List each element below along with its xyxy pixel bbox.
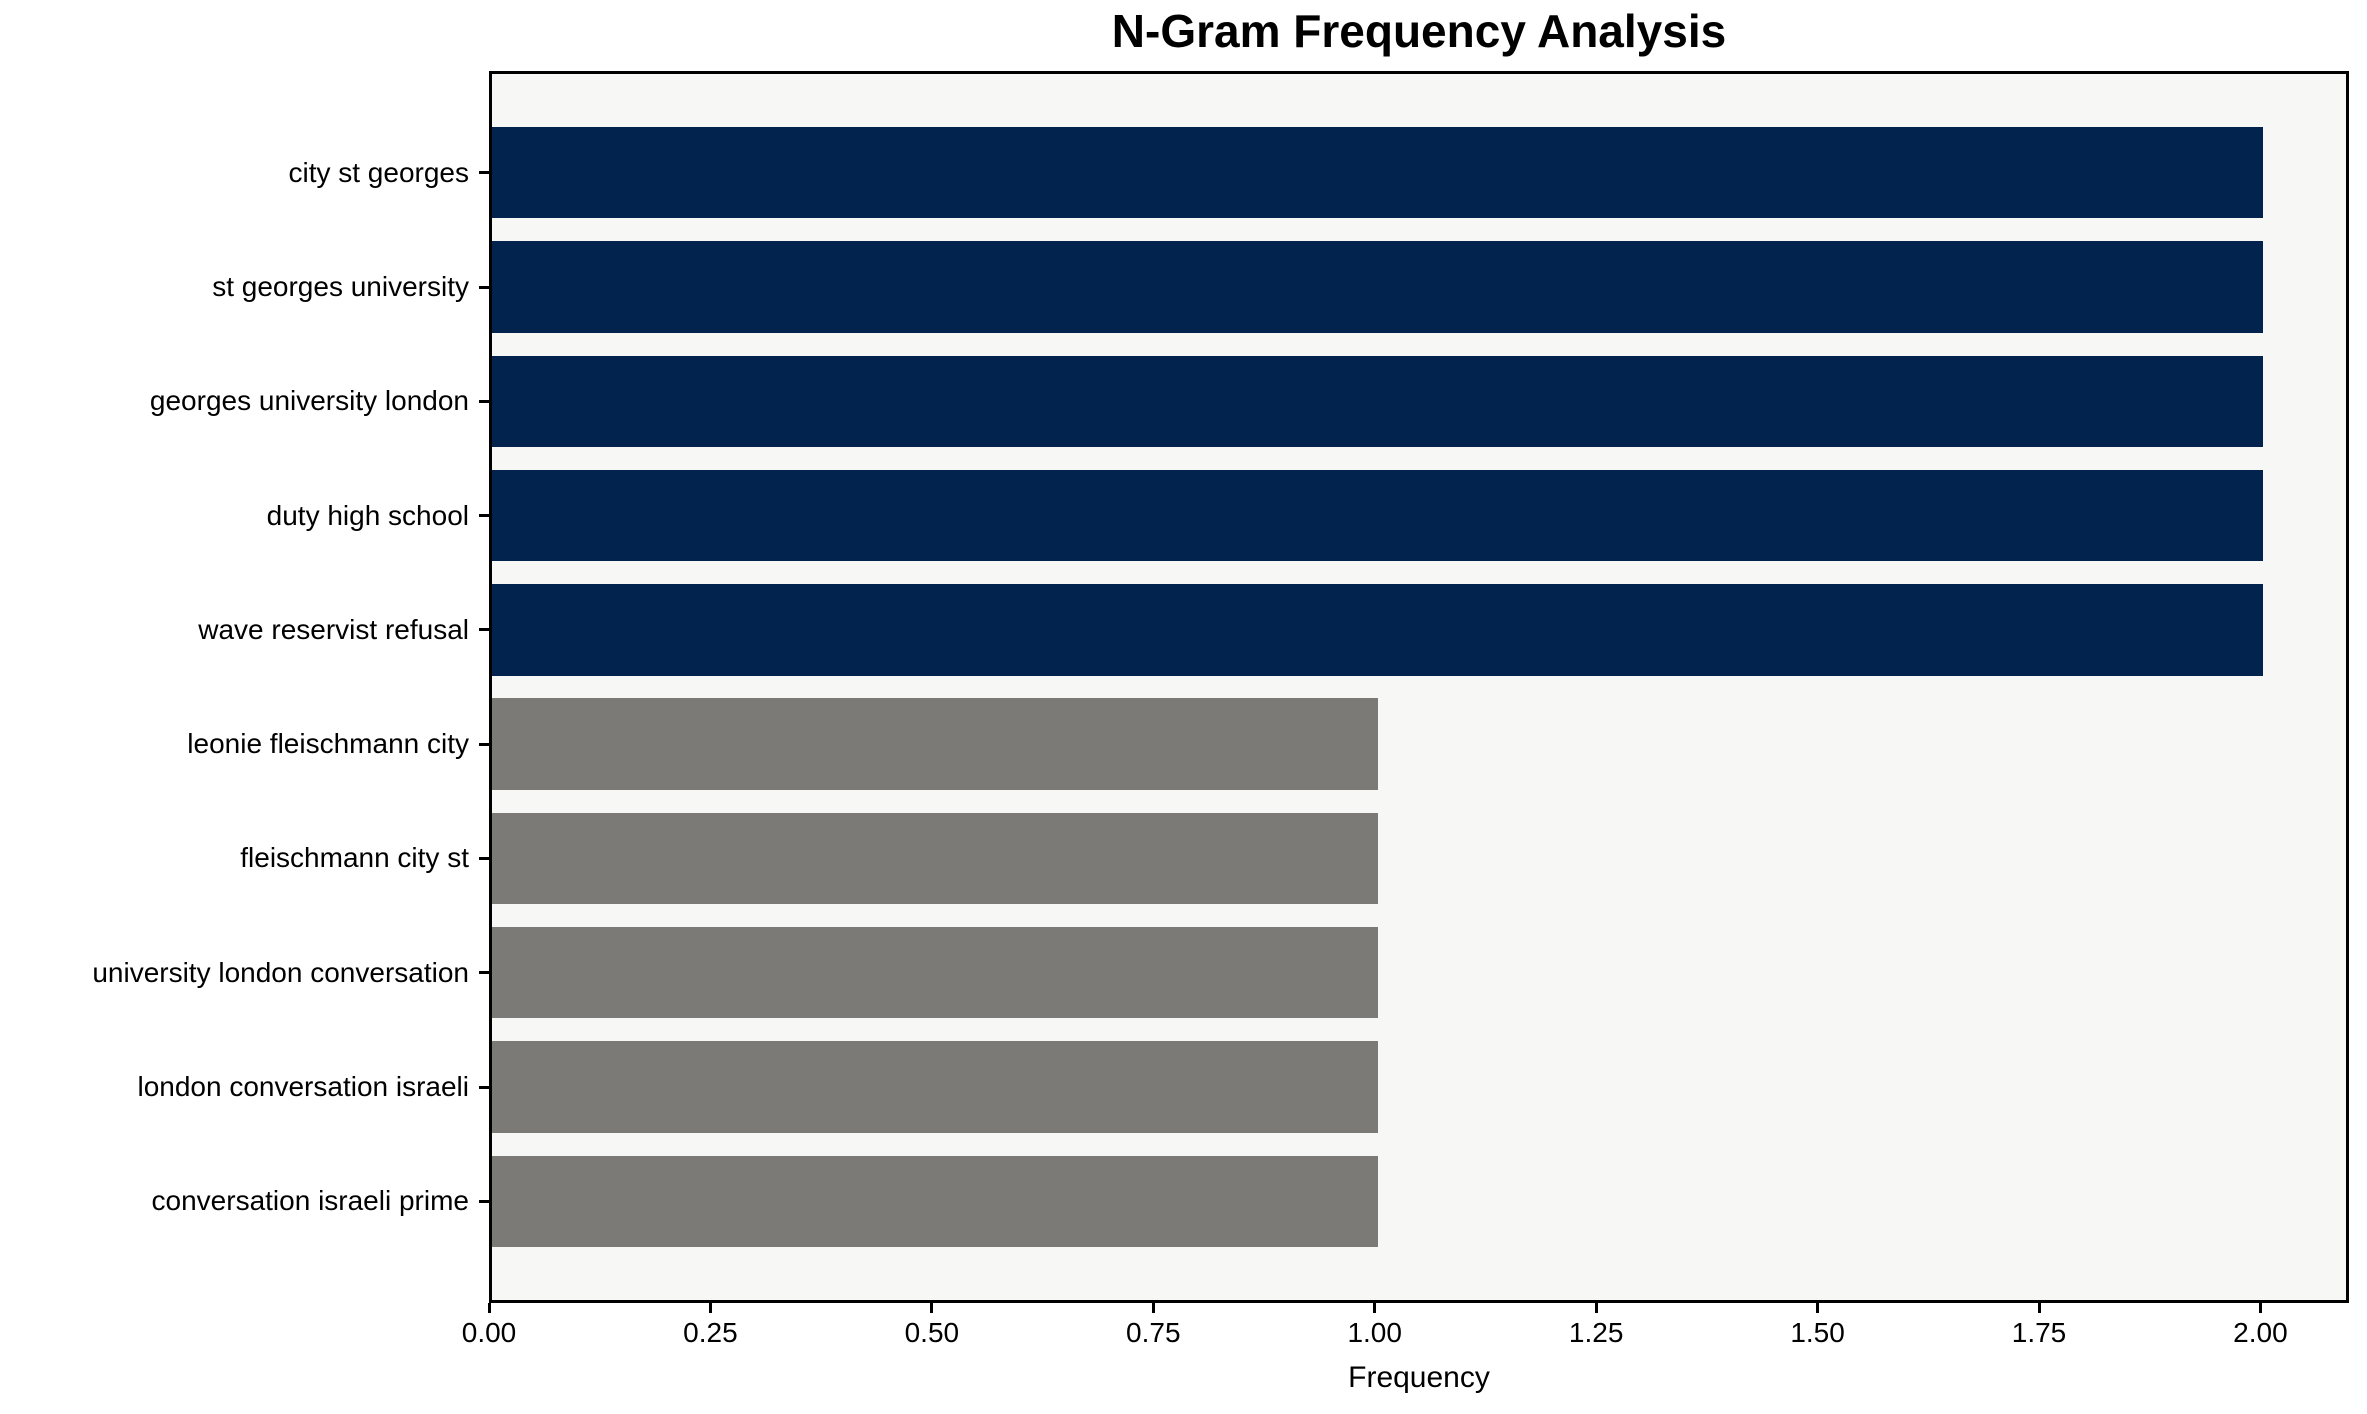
y-tick-label: duty high school xyxy=(266,499,469,531)
bar xyxy=(492,469,2264,562)
bar xyxy=(492,812,1378,905)
chart-title: N-Gram Frequency Analysis xyxy=(1111,5,1727,57)
y-tick-label: st georges university xyxy=(212,271,469,302)
bar xyxy=(492,927,1378,1019)
y-tick-label: conversation israeli prime xyxy=(151,1185,469,1217)
y-tick-label: leonie fleischmann city xyxy=(187,728,469,760)
y-tick-label: city st georges xyxy=(288,156,469,188)
x-tick-label: 0.25 xyxy=(683,1317,738,1348)
plot-area xyxy=(489,71,2349,1303)
x-axis-label: Frequency xyxy=(1348,1361,1490,1394)
x-tick-mark xyxy=(708,1303,712,1313)
bar xyxy=(492,1155,1378,1247)
x-tick-label: 1.75 xyxy=(2011,1317,2067,1348)
y-tick-mark xyxy=(479,742,489,746)
bar xyxy=(492,127,2264,219)
x-tick-mark xyxy=(1594,1303,1598,1313)
y-tick-mark xyxy=(479,399,489,403)
x-tick-label: 2.00 xyxy=(2233,1317,2288,1348)
x-tick-label: 0.00 xyxy=(461,1317,517,1348)
bar xyxy=(492,1041,1378,1133)
bar xyxy=(492,241,2264,333)
bar xyxy=(492,698,1378,790)
y-tick-mark xyxy=(479,285,489,289)
x-tick-mark xyxy=(2258,1303,2262,1313)
x-tick-label: 1.50 xyxy=(1790,1317,1845,1348)
y-tick-mark xyxy=(479,514,489,518)
x-tick-label: 0.50 xyxy=(904,1317,960,1348)
x-tick-label: 1.00 xyxy=(1347,1317,1402,1348)
x-tick-mark xyxy=(930,1303,934,1313)
x-tick-label: 1.25 xyxy=(1568,1317,1624,1348)
y-tick-mark xyxy=(479,171,489,175)
x-tick-mark xyxy=(1151,1303,1155,1313)
y-tick-mark xyxy=(479,856,489,860)
y-tick-label: london conversation israeli xyxy=(137,1071,469,1102)
x-tick-mark xyxy=(1373,1303,1377,1313)
y-tick-label: georges university london xyxy=(149,385,469,417)
x-tick-mark xyxy=(487,1303,491,1313)
x-tick-mark xyxy=(1816,1303,1820,1313)
y-tick-label: university london conversation xyxy=(92,956,469,988)
y-tick-mark xyxy=(479,971,489,975)
bar xyxy=(492,584,2264,676)
x-tick-label: 0.75 xyxy=(1126,1317,1181,1348)
y-tick-mark xyxy=(479,628,489,632)
y-tick-mark xyxy=(479,1199,489,1203)
y-tick-mark xyxy=(479,1085,489,1089)
y-tick-label: wave reservist refusal xyxy=(198,613,469,645)
bar xyxy=(492,355,2264,447)
x-tick-mark xyxy=(2037,1303,2041,1313)
y-tick-label: fleischmann city st xyxy=(240,842,469,874)
